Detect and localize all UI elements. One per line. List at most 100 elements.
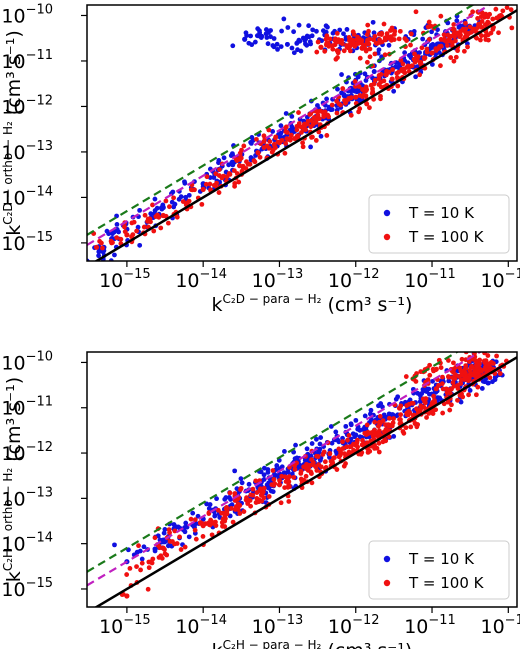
data-point <box>287 464 292 470</box>
data-point <box>400 429 406 434</box>
data-point <box>353 88 359 94</box>
data-point <box>463 26 469 32</box>
data-point <box>303 473 309 479</box>
data-point <box>226 171 232 176</box>
data-point <box>424 46 430 52</box>
y-tick-exponent: −10 <box>26 349 53 364</box>
data-point <box>500 8 506 14</box>
data-point <box>449 402 454 408</box>
data-point <box>303 41 308 47</box>
data-point <box>363 88 369 94</box>
data-point <box>256 33 261 39</box>
data-point <box>100 262 105 267</box>
data-point <box>321 449 327 455</box>
data-point <box>362 413 368 419</box>
data-point <box>485 353 491 358</box>
data-point <box>419 45 425 51</box>
legend: T = 10 K T = 100 K <box>368 194 510 254</box>
data-point <box>340 435 345 441</box>
data-point <box>241 509 247 514</box>
data-point <box>426 410 432 416</box>
data-point <box>359 442 365 448</box>
x-tick-label: 10−14 <box>175 267 227 292</box>
data-point <box>204 174 210 180</box>
y-tick-exponent: −12 <box>26 440 53 455</box>
data-point <box>180 199 186 205</box>
data-point <box>244 495 249 501</box>
data-point <box>458 28 464 34</box>
data-point <box>186 534 192 540</box>
data-point <box>370 19 376 25</box>
data-point <box>410 400 416 406</box>
data-point <box>178 547 184 552</box>
data-point <box>320 28 326 34</box>
data-point <box>456 24 462 30</box>
data-point <box>288 132 294 138</box>
data-point <box>268 34 273 40</box>
data-point <box>376 440 382 446</box>
data-point <box>284 130 290 135</box>
data-point <box>238 485 244 491</box>
data-point <box>272 471 277 477</box>
data-point <box>315 112 321 118</box>
data-point <box>278 44 284 50</box>
data-point <box>461 48 467 54</box>
data-point <box>281 16 287 22</box>
data-point <box>372 77 378 83</box>
data-point <box>362 42 368 48</box>
legend-label: T = 100 K <box>408 228 485 246</box>
data-point <box>93 244 100 250</box>
data-point <box>437 395 443 401</box>
data-point <box>383 72 389 78</box>
axis-ticks: 10−1510−1410−1310−1210−1110−1010−1510−14… <box>1 349 520 638</box>
y-axis-label-sup: C₂D − ortho − H₂ <box>1 121 15 225</box>
data-point <box>457 34 462 40</box>
data-point <box>243 30 249 36</box>
data-point <box>274 463 280 468</box>
legend-marker <box>383 579 391 587</box>
data-point <box>308 124 314 130</box>
chart-panel-1: 10−1510−1410−1310−1210−1110−1010−1510−14… <box>1 2 520 316</box>
y-tick-exponent: −10 <box>26 2 53 17</box>
data-point <box>270 489 276 495</box>
data-point <box>340 86 346 91</box>
data-point <box>468 364 474 370</box>
data-point <box>200 523 206 529</box>
data-point <box>278 123 284 129</box>
data-point <box>235 496 240 502</box>
data-point <box>508 7 514 13</box>
data-point <box>465 30 472 37</box>
identity-line <box>94 9 517 261</box>
data-point <box>475 384 481 390</box>
data-point <box>278 500 284 506</box>
data-point <box>403 425 409 431</box>
data-point <box>112 542 117 548</box>
data-point <box>341 92 347 97</box>
data-point <box>430 411 436 416</box>
data-point <box>75 256 80 261</box>
data-point <box>417 50 422 56</box>
data-point <box>216 190 222 195</box>
data-point <box>479 368 484 374</box>
x-axis-label-units: (cm³ s⁻¹) <box>321 640 412 649</box>
data-point <box>364 59 370 65</box>
data-point <box>237 152 243 158</box>
data-point <box>457 365 463 371</box>
ratio-line-1 <box>87 5 475 236</box>
data-point <box>347 42 353 48</box>
data-point <box>467 24 473 30</box>
data-point <box>429 44 435 50</box>
data-point <box>112 252 117 258</box>
data-point <box>244 159 249 165</box>
data-point <box>371 69 377 74</box>
data-point <box>246 481 252 487</box>
data-point <box>216 173 222 178</box>
data-point <box>192 527 198 533</box>
data-point <box>291 50 297 56</box>
data-point <box>341 463 347 469</box>
data-point <box>145 218 150 224</box>
data-point <box>376 419 382 425</box>
data-point <box>260 489 266 495</box>
legend-marker <box>383 233 391 241</box>
